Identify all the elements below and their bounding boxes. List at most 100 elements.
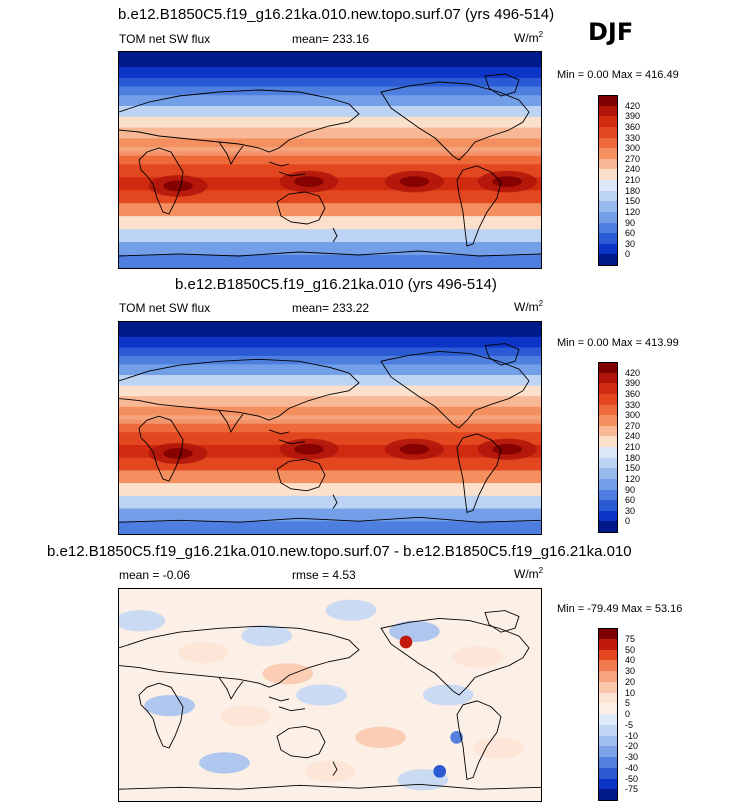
colorbar-swatch (598, 757, 618, 769)
colorbar-swatch (598, 714, 618, 726)
colorbar-swatch (598, 116, 618, 128)
colorbar-swatch (598, 500, 618, 512)
colorbar-swatch (598, 724, 618, 736)
colorbar-label: 360 (625, 388, 641, 399)
colorbar-label: 60 (625, 228, 636, 239)
colorbar-swatch (598, 521, 618, 533)
coastline (119, 610, 541, 790)
panel-1-mean-label: mean= 233.16 (292, 32, 370, 46)
colorbar-label: 420 (625, 367, 641, 378)
colorbar-swatch (598, 233, 618, 245)
colorbar-swatch (598, 404, 618, 416)
colorbar-swatch (598, 243, 618, 255)
colorbar-label: 240 (625, 164, 641, 175)
colorbar-label: 30 (625, 666, 636, 676)
colorbar-swatch (598, 735, 618, 747)
colorbar-swatch (598, 703, 618, 715)
colorbar-swatch (598, 95, 618, 107)
colorbar-swatch (598, 148, 618, 160)
colorbar-swatch (598, 190, 618, 202)
colorbar-swatch (598, 510, 618, 522)
colorbar-swatch (598, 169, 618, 181)
colorbar-label: 420 (625, 100, 641, 111)
colorbar-label: 30 (625, 238, 636, 249)
colorbar-label: 0 (625, 709, 631, 719)
panel-2-colorbar: 420 390 360 330 300 270 240 210 180 150 120 90 60 30 0 (598, 362, 658, 533)
panel-2-variable-label: TOM net SW flux (119, 301, 211, 315)
panel-3-minmax: Min = -79.49 Max = 53.16 (557, 603, 683, 615)
panel-1-colorbar: 420 390 360 330 300 270 240 210 180 150 120 90 60 30 0 (598, 95, 658, 266)
colorbar-label: 300 (625, 410, 641, 421)
panel-2-units: W/m2 (514, 299, 544, 314)
colorbar-label: -5 (625, 719, 634, 730)
colorbar-label: 60 (625, 495, 636, 506)
colorbar-label: 30 (625, 505, 636, 516)
colorbar-label: 270 (625, 420, 641, 431)
colorbar-label: 270 (625, 153, 641, 164)
panel-2-title: b.e12.B1850C5.f19_g16.21ka.010 (yrs 496-… (175, 276, 497, 293)
colorbar-label: 20 (625, 676, 636, 687)
colorbar-label: 90 (625, 484, 636, 495)
panel-3-colorbar: 75 50 40 30 20 10 5 0 -5 -10 -20 -30 -40 -50 -75 (598, 628, 658, 801)
colorbar-swatch (598, 628, 618, 640)
colorbar-swatch (598, 393, 618, 405)
panel-1-minmax: Min = 0.00 Max = 416.49 (557, 69, 679, 81)
colorbar-swatch (598, 254, 618, 266)
colorbar-swatch (598, 789, 618, 801)
colorbar-swatch (598, 681, 618, 693)
colorbar-label: -20 (625, 741, 639, 752)
colorbar-swatch (598, 746, 618, 758)
colorbar-swatch (598, 767, 618, 779)
colorbar-label: 210 (625, 442, 641, 452)
colorbar-swatch (598, 457, 618, 469)
colorbar-label: 180 (625, 185, 641, 196)
panel-3-title: b.e12.B1850C5.f19_g16.21ka.010.new.topo.… (47, 543, 632, 560)
colorbar-swatch (598, 468, 618, 480)
colorbar-label: 5 (625, 698, 631, 709)
colorbar-swatch (598, 436, 618, 448)
colorbar-swatch (598, 489, 618, 501)
colorbar-label: 120 (625, 473, 641, 484)
colorbar-label: -75 (625, 784, 639, 795)
colorbar-label: 390 (625, 111, 641, 122)
panel-1-variable-label: TOM net SW flux (119, 32, 211, 46)
panel-3-units: W/m2 (514, 566, 544, 581)
colorbar-label: 50 (625, 644, 636, 655)
colorbar-swatch (598, 126, 618, 138)
colorbar-label: 240 (625, 431, 641, 442)
panel-1-units: W/m2 (514, 30, 544, 45)
colorbar-swatch (598, 222, 618, 234)
colorbar-label: -40 (625, 762, 639, 773)
panel-1-title: b.e12.B1850C5.f19_g16.21ka.010.new.topo.… (118, 6, 555, 23)
colorbar-swatch (598, 692, 618, 704)
colorbar-label: 210 (625, 175, 641, 185)
colorbar-label: 90 (625, 217, 636, 228)
colorbar-label: 150 (625, 463, 641, 474)
colorbar-swatch (598, 671, 618, 683)
panel-3-map (118, 588, 542, 802)
colorbar-label: 330 (625, 399, 641, 410)
colorbar-swatch (598, 211, 618, 223)
colorbar-label: -10 (625, 730, 639, 741)
colorbar-swatch (598, 425, 618, 437)
colorbar-swatch (598, 137, 618, 149)
colorbar-label: 330 (625, 132, 641, 143)
panel-1-map (118, 51, 542, 269)
panel-2-minmax: Min = 0.00 Max = 413.99 (557, 337, 679, 349)
colorbar-swatch (598, 372, 618, 384)
colorbar-swatch (598, 105, 618, 117)
panel-2-mean-label: mean= 233.22 (292, 301, 370, 315)
colorbar-swatch (598, 478, 618, 490)
coastline (119, 73, 541, 257)
panel-3-rmse-label: rmse = 4.53 (292, 568, 356, 582)
colorbar-label: 360 (625, 121, 641, 132)
colorbar-label: 0 (625, 249, 631, 260)
colorbar-swatch (598, 649, 618, 661)
colorbar-label: -50 (625, 773, 639, 784)
season-label: DJF (588, 18, 634, 46)
colorbar-label: 390 (625, 378, 641, 389)
colorbar-swatch (598, 158, 618, 170)
colorbar-swatch (598, 362, 618, 374)
panel-3-mean-label: mean = -0.06 (119, 568, 191, 582)
colorbar-label: 180 (625, 452, 641, 463)
